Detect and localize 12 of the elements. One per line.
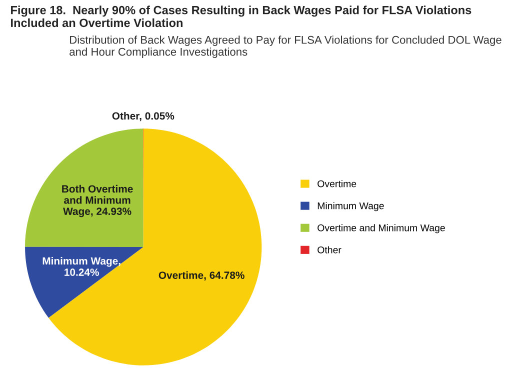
legend-label: Overtime and Minimum Wage (318, 224, 445, 234)
chart-title: Figure 18. Nearly 90% of Cases Resulting in Back Wages Paid for FLSA Violations Included an Overtime Violation (11, 6, 472, 28)
legend-label: Other (318, 246, 342, 254)
chart-subtitle: Distribution of Back Wages Agreed to Pay for FLSA Violations for Concluded DOL Wage and Hour Compliance Investigations (70, 36, 502, 58)
data-label: Minimum Wage, 10.24% (42, 257, 120, 276)
data-label: Both Overtime and Minimum Wage, 24.93% (62, 184, 133, 218)
pie-slice (25, 246, 144, 318)
legend-label: Overtime (318, 180, 356, 188)
data-label: Overtime, 64.78% (158, 271, 244, 280)
legend-label: Minimum Wage (318, 202, 384, 212)
data-label: Other, 0.05% (112, 112, 174, 122)
pie-slice (25, 128, 144, 247)
